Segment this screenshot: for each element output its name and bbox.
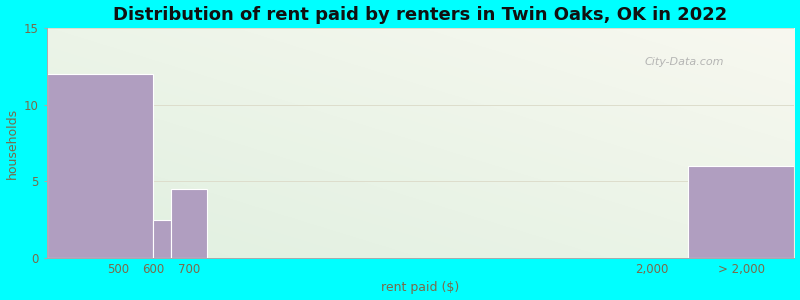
Bar	[688, 166, 794, 258]
Bar	[154, 220, 171, 258]
X-axis label: rent paid ($): rent paid ($)	[382, 281, 460, 294]
Bar	[46, 74, 154, 258]
Text: City-Data.com: City-Data.com	[645, 57, 724, 68]
Bar	[171, 189, 207, 258]
Title: Distribution of rent paid by renters in Twin Oaks, OK in 2022: Distribution of rent paid by renters in …	[114, 6, 728, 24]
Y-axis label: households: households	[6, 107, 18, 178]
